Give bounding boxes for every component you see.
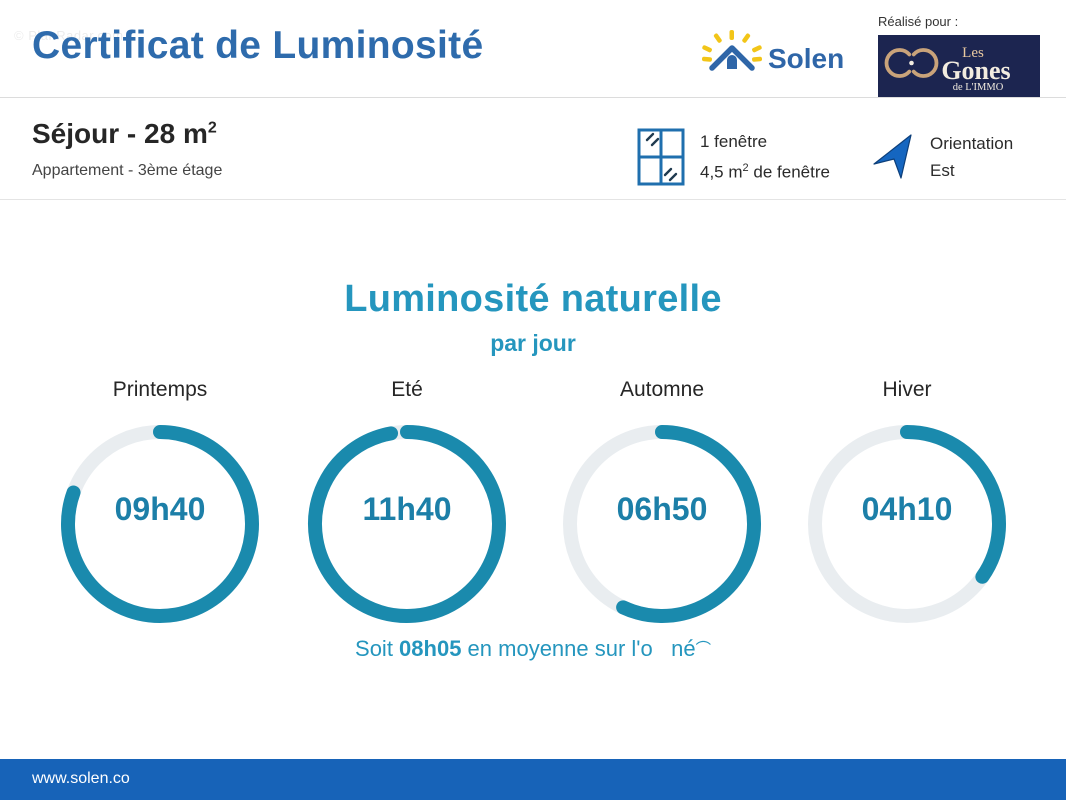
svg-text:de L'IMMO: de L'IMMO [953,82,1004,93]
svg-text:Solen: Solen [768,43,844,74]
svg-text:Gones: Gones [941,56,1010,85]
